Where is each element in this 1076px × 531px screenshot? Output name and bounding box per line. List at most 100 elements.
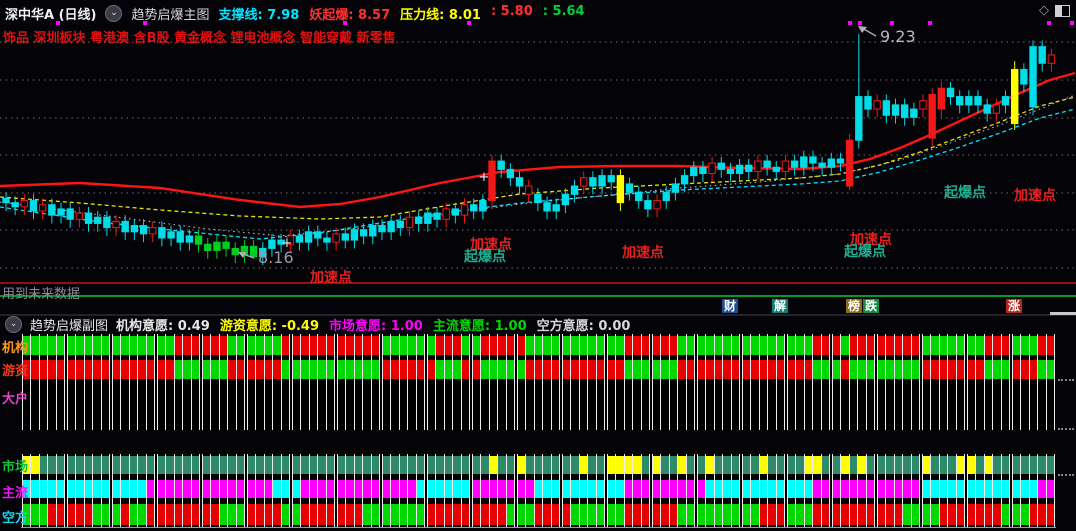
bar-cell[interactable] [624,334,634,430]
status-badge[interactable]: 榜 [846,299,862,313]
bar-cell[interactable] [309,334,319,430]
bar-cell[interactable] [256,454,265,527]
bar-cell[interactable] [731,334,740,430]
bar-cell[interactable] [641,454,650,527]
bar-cell[interactable] [309,454,319,527]
bar-cell[interactable] [301,334,310,430]
bar-cell[interactable] [948,334,957,430]
bar-cell[interactable] [93,454,102,527]
bar-cell[interactable] [579,454,589,527]
bar-cell[interactable] [326,454,335,527]
bar-cell[interactable] [833,454,842,527]
bar-cell[interactable] [976,334,985,430]
bar-cell[interactable] [318,334,327,430]
bar-cell[interactable] [101,334,110,430]
bar-cell[interactable] [678,454,687,527]
bar-cell[interactable] [751,334,760,430]
bar-cell[interactable] [1001,454,1010,527]
bar-cell[interactable] [408,454,417,527]
bar-cell[interactable] [23,334,32,430]
bar-cell[interactable] [551,454,560,527]
diamond-icon[interactable]: ◇ [1039,3,1049,18]
bar-cell[interactable] [714,454,724,527]
bar-cell[interactable] [768,454,777,527]
bar-cell[interactable] [453,454,462,527]
bar-cell[interactable] [399,454,409,527]
bar-cell[interactable] [858,334,867,430]
bar-cell[interactable] [886,334,895,430]
bar-cell[interactable] [191,334,200,430]
bar-cell[interactable] [68,454,77,527]
bar-cell[interactable] [968,454,977,527]
bar-cell[interactable] [121,334,130,430]
bar-cell[interactable] [903,334,912,430]
bar-cell[interactable] [841,454,850,527]
bar-cell[interactable] [129,454,139,527]
bar-cell[interactable] [346,334,355,430]
bar-cell[interactable] [833,334,842,430]
bar-cell[interactable] [804,334,814,430]
bar-cell[interactable] [416,454,425,527]
bar-cell[interactable] [686,454,695,527]
bar-cell[interactable] [293,334,302,430]
bar-cell[interactable] [571,334,580,430]
bar-cell[interactable] [751,454,760,527]
bar-cell[interactable] [866,334,875,430]
bar-cell[interactable] [48,454,57,527]
bar-cell[interactable] [264,334,274,430]
bar-cell[interactable] [461,454,470,527]
bar-cell[interactable] [481,454,490,527]
bar-cell[interactable] [841,334,850,430]
bar-cell[interactable] [821,454,830,527]
bar-cell[interactable] [1013,334,1022,430]
bar-cell[interactable] [489,454,499,527]
bar-cell[interactable] [588,454,597,527]
bar-cell[interactable] [894,454,904,527]
bar-cell[interactable] [571,454,580,527]
bar-cell[interactable] [191,454,200,527]
bar-cell[interactable] [93,334,102,430]
bar-cell[interactable] [1029,454,1039,527]
bar-cell[interactable] [444,334,454,430]
bar-cell[interactable] [68,334,77,430]
bar-cell[interactable] [706,454,715,527]
bar-cell[interactable] [363,454,372,527]
bar-cell[interactable] [23,454,32,527]
bar-cell[interactable] [84,334,94,430]
bar-cell[interactable] [551,334,560,430]
bar-cell[interactable] [759,454,769,527]
bar-cell[interactable] [174,334,184,430]
bar-cell[interactable] [653,334,662,430]
bar-cell[interactable] [849,334,859,430]
bar-cell[interactable] [113,334,122,430]
bar-cell[interactable] [76,334,85,430]
bar-cell[interactable] [939,334,949,430]
bar-cell[interactable] [616,454,625,527]
bar-cell[interactable] [56,334,65,430]
bar-cell[interactable] [534,454,544,527]
bar-cell[interactable] [1046,334,1055,430]
bar-cell[interactable] [84,454,94,527]
bar-cell[interactable] [346,454,355,527]
status-badge[interactable]: 涨 [1006,299,1022,313]
status-badge[interactable]: 财 [722,299,738,313]
bar-cell[interactable] [596,334,605,430]
bar-cell[interactable] [76,454,85,527]
bar-cell[interactable] [113,454,122,527]
bar-cell[interactable] [31,454,40,527]
bar-cell[interactable] [318,454,327,527]
bar-cell[interactable] [813,454,822,527]
bar-cell[interactable] [984,334,994,430]
bar-cell[interactable] [968,334,977,430]
bar-cell[interactable] [506,334,515,430]
bar-cell[interactable] [669,334,679,430]
bar-cell[interactable] [849,454,859,527]
bar-cell[interactable] [211,454,220,527]
bar-cell[interactable] [731,454,740,527]
bar-cell[interactable] [788,334,797,430]
bar-cell[interactable] [461,334,470,430]
bar-cell[interactable] [624,454,634,527]
bar-cell[interactable] [678,334,687,430]
bar-cell[interactable] [911,334,920,430]
bar-cell[interactable] [669,454,679,527]
